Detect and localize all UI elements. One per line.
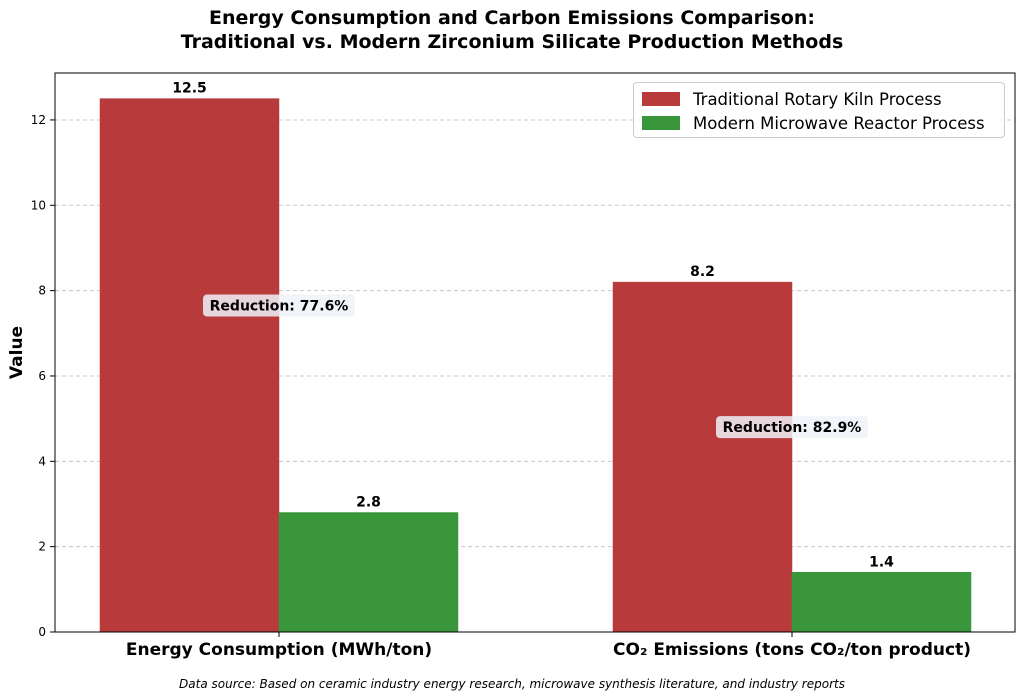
- x-category-label-1: CO₂ Emissions (tons CO₂/ton product): [613, 640, 971, 660]
- legend-swatch-traditional: [642, 92, 680, 106]
- reduction-annotation-1: Reduction: 82.9%: [723, 420, 862, 436]
- chart-legend: Traditional Rotary Kiln Process Modern M…: [633, 82, 1005, 138]
- data-source-note: Data source: Based on ceramic industry e…: [179, 677, 845, 691]
- y-tick-label-0: 0: [38, 625, 46, 639]
- plot-frame: [54, 72, 1016, 633]
- bar-traditional-0: [99, 98, 280, 633]
- chart-title: Energy Consumption and Carbon Emissions …: [0, 6, 1024, 54]
- bar-traditional-1: [612, 281, 793, 633]
- y-tick-label-4: 8: [38, 284, 46, 298]
- y-tick-label-1: 2: [38, 540, 46, 554]
- x-category-label-0: Energy Consumption (MWh/ton): [126, 640, 432, 660]
- bar-value-label-modern-0: 2.8: [356, 495, 381, 511]
- y-tick-label-6: 12: [31, 113, 46, 127]
- chart-title-line-1: Energy Consumption and Carbon Emissions …: [209, 7, 815, 29]
- bar-value-label-traditional-0: 12.5: [172, 81, 207, 97]
- chart-title-line-2: Traditional vs. Modern Zirconium Silicat…: [180, 31, 844, 53]
- bar-modern-0: [278, 512, 459, 633]
- legend-swatch-modern: [642, 116, 680, 130]
- bar-modern-1: [791, 572, 972, 633]
- reduction-annotation-box-1: [716, 416, 868, 439]
- bar-value-label-traditional-1: 8.2: [690, 264, 715, 280]
- legend-label-traditional: Traditional Rotary Kiln Process: [693, 89, 942, 109]
- y-tick-label-2: 4: [38, 454, 46, 468]
- y-tick-label-3: 6: [38, 369, 46, 383]
- legend-label-modern: Modern Microwave Reactor Process: [693, 113, 985, 133]
- y-axis-label: Value: [7, 326, 27, 379]
- reduction-annotation-0: Reduction: 77.6%: [210, 299, 349, 315]
- reduction-annotation-box-0: [203, 294, 355, 317]
- y-tick-label-5: 10: [31, 198, 46, 212]
- legend-item-traditional: Traditional Rotary Kiln Process: [642, 88, 942, 110]
- bar-value-label-modern-1: 1.4: [869, 554, 894, 570]
- legend-item-modern: Modern Microwave Reactor Process: [642, 112, 985, 134]
